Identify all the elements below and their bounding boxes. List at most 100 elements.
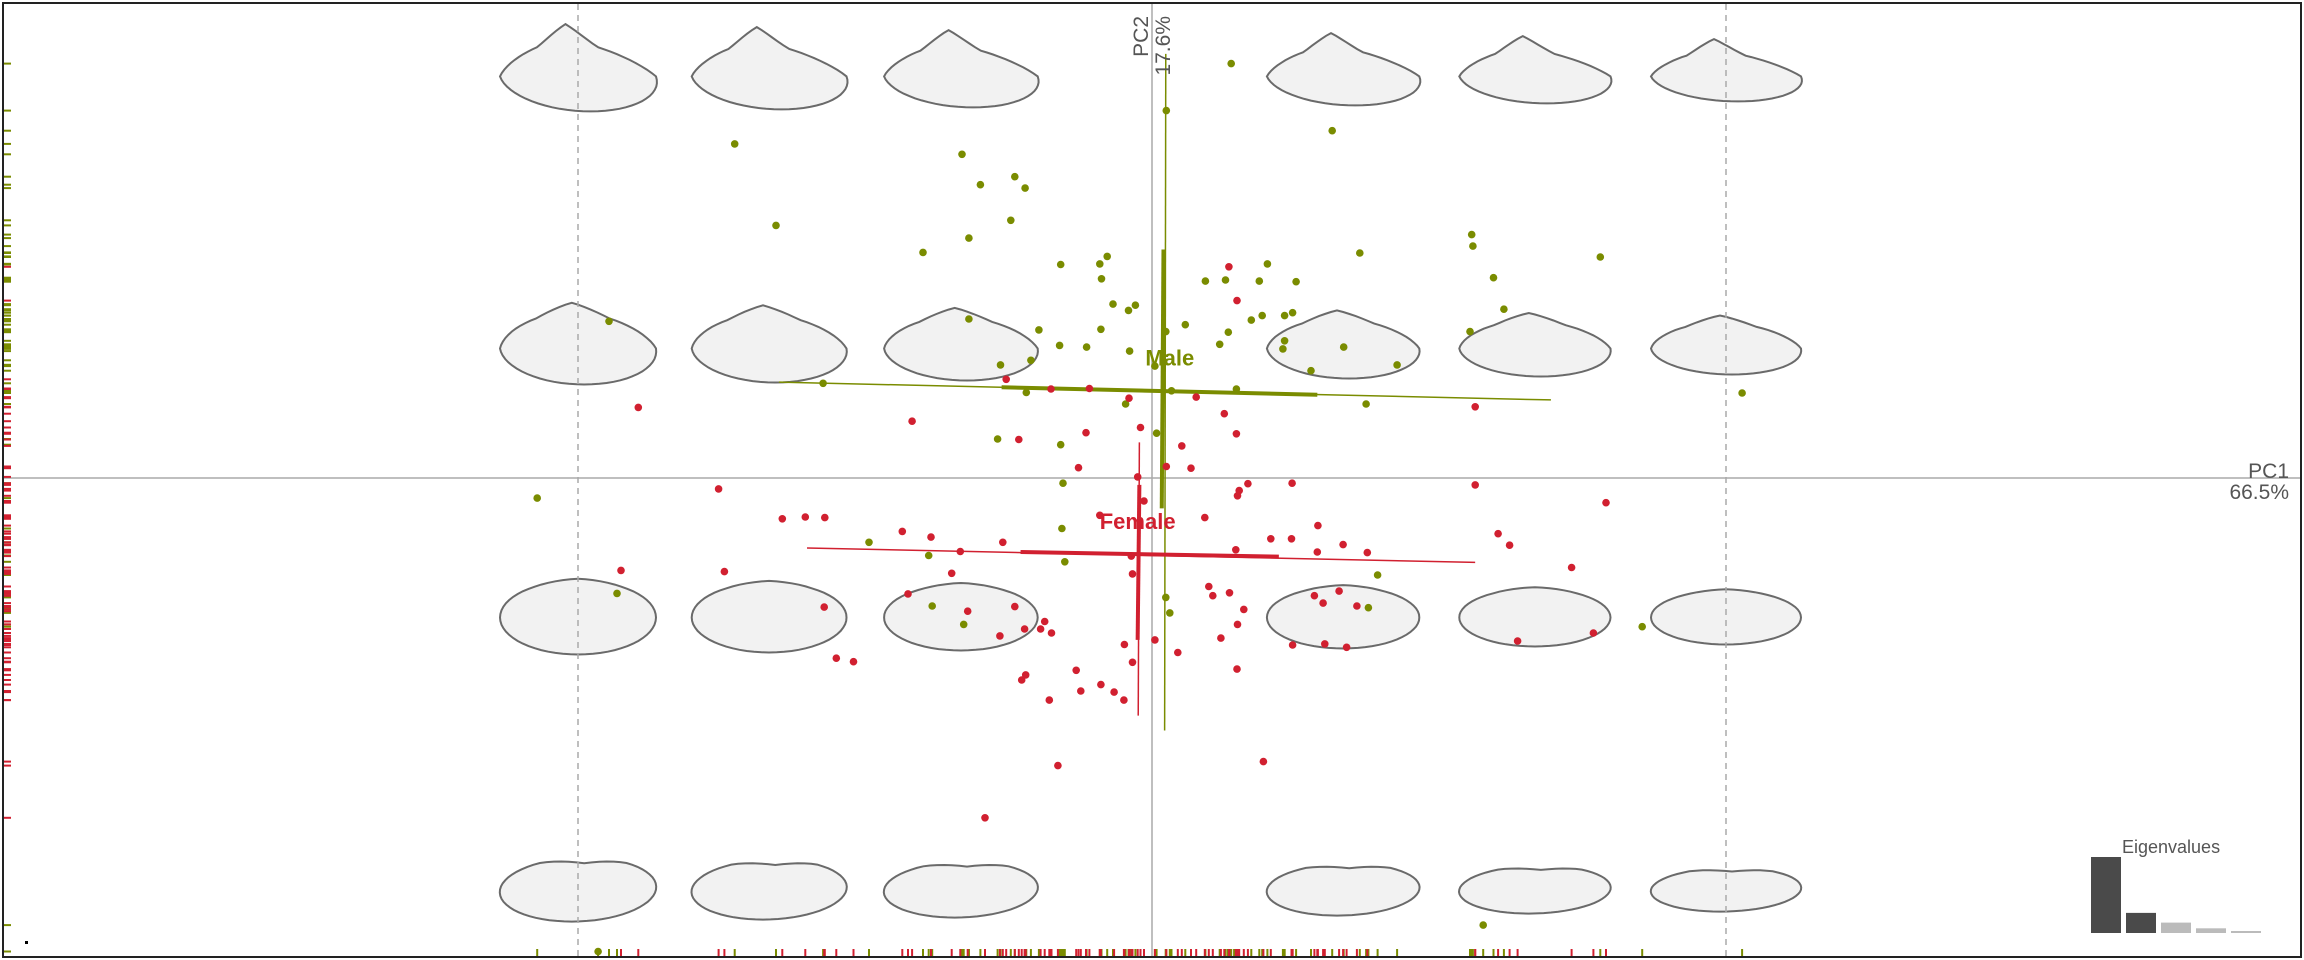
point-male bbox=[1247, 316, 1256, 324]
point-female bbox=[1232, 430, 1241, 438]
x-axis-variance: 66.5% bbox=[2229, 481, 2289, 504]
point-male bbox=[865, 538, 873, 547]
morpho-shape bbox=[690, 304, 848, 384]
point-female bbox=[904, 590, 912, 598]
point-female bbox=[1313, 548, 1322, 556]
point-female bbox=[1267, 535, 1275, 543]
point-female bbox=[1120, 640, 1129, 649]
point-female bbox=[1363, 548, 1372, 557]
point-male bbox=[1288, 308, 1297, 317]
point-male bbox=[1466, 327, 1474, 336]
eigenvalues-inset: Eigenvalues bbox=[2091, 837, 2261, 933]
point-male bbox=[919, 248, 927, 257]
point-male bbox=[1058, 524, 1066, 533]
point-female bbox=[1054, 761, 1062, 770]
morpho-shape bbox=[882, 863, 1039, 919]
point-male bbox=[1373, 571, 1382, 579]
point-male bbox=[1167, 387, 1176, 395]
eigenvalue-bar bbox=[2126, 912, 2156, 933]
morpho-shape bbox=[1265, 584, 1421, 650]
point-male bbox=[1162, 593, 1170, 602]
eigenvalues-title: Eigenvalues bbox=[2122, 837, 2220, 857]
point-male bbox=[1097, 325, 1105, 334]
point-male bbox=[1162, 106, 1171, 115]
point-female bbox=[1011, 602, 1019, 611]
point-male bbox=[1124, 306, 1133, 315]
point-male bbox=[958, 150, 966, 159]
morpho-shape bbox=[882, 28, 1040, 109]
point-male bbox=[1125, 347, 1134, 355]
point-female bbox=[1021, 671, 1030, 679]
point-female bbox=[634, 403, 643, 412]
point-female bbox=[1225, 263, 1233, 271]
point-female bbox=[1174, 648, 1182, 657]
point-male bbox=[1467, 230, 1476, 239]
point-female bbox=[1110, 688, 1118, 696]
eigenvalue-bar bbox=[2231, 931, 2261, 933]
point-female bbox=[714, 485, 723, 493]
y-axis-label: PC2 bbox=[1130, 16, 1153, 57]
point-male bbox=[1263, 260, 1272, 268]
eigenvalue-bar bbox=[2091, 857, 2121, 933]
point-female bbox=[1040, 617, 1049, 626]
point-female bbox=[1589, 629, 1598, 637]
point-male bbox=[1339, 343, 1348, 351]
group-axis-female bbox=[1020, 550, 1279, 559]
point-male bbox=[533, 494, 541, 502]
point-male bbox=[1152, 429, 1161, 438]
eigenvalue-bar bbox=[2161, 922, 2191, 933]
point-male bbox=[1280, 337, 1289, 345]
point-male bbox=[1181, 320, 1190, 329]
point-male bbox=[1258, 311, 1266, 320]
point-female bbox=[1017, 676, 1026, 684]
morpho-shape bbox=[1457, 867, 1612, 915]
point-female bbox=[1036, 625, 1045, 633]
point-male bbox=[1059, 479, 1067, 488]
point-male bbox=[772, 221, 780, 230]
point-female bbox=[849, 657, 858, 666]
point-female bbox=[927, 533, 935, 541]
point-male bbox=[1500, 305, 1508, 314]
point-female bbox=[1287, 535, 1296, 543]
point-female bbox=[1015, 435, 1023, 444]
point-female bbox=[1201, 513, 1209, 522]
point-male bbox=[730, 140, 739, 148]
point-female bbox=[1217, 634, 1225, 642]
group-label-male: Male bbox=[1145, 345, 1194, 370]
morpho-shape bbox=[1649, 588, 1803, 646]
point-female bbox=[1127, 552, 1136, 560]
point-female bbox=[1162, 462, 1171, 471]
point-female bbox=[1335, 587, 1343, 595]
point-male bbox=[1103, 252, 1111, 261]
point-male bbox=[613, 589, 621, 598]
point-male bbox=[924, 551, 933, 560]
point-female bbox=[832, 654, 841, 662]
point-male bbox=[965, 234, 973, 242]
point-female bbox=[1192, 393, 1200, 401]
point-female bbox=[1602, 498, 1610, 507]
point-male bbox=[1021, 184, 1029, 192]
point-male bbox=[1356, 249, 1364, 257]
point-male bbox=[1469, 242, 1477, 250]
point-female bbox=[1225, 589, 1234, 597]
point-female bbox=[947, 569, 956, 578]
morpho-shape bbox=[690, 25, 849, 111]
point-male bbox=[1162, 327, 1170, 336]
point-male bbox=[976, 180, 985, 189]
point-male bbox=[1011, 172, 1019, 181]
point-male bbox=[1280, 311, 1289, 320]
point-male bbox=[1166, 609, 1174, 617]
morpho-shape bbox=[1458, 34, 1613, 105]
point-female bbox=[1097, 680, 1105, 689]
point-male bbox=[1362, 400, 1370, 408]
point-male bbox=[1215, 340, 1224, 349]
point-female bbox=[1505, 541, 1514, 549]
point-female bbox=[1120, 696, 1128, 704]
point-female bbox=[1128, 658, 1137, 667]
point-female bbox=[720, 567, 729, 576]
morpho-shape bbox=[1458, 311, 1612, 378]
point-female bbox=[1136, 423, 1145, 432]
point-male bbox=[1109, 300, 1117, 308]
point-female bbox=[1140, 497, 1148, 505]
